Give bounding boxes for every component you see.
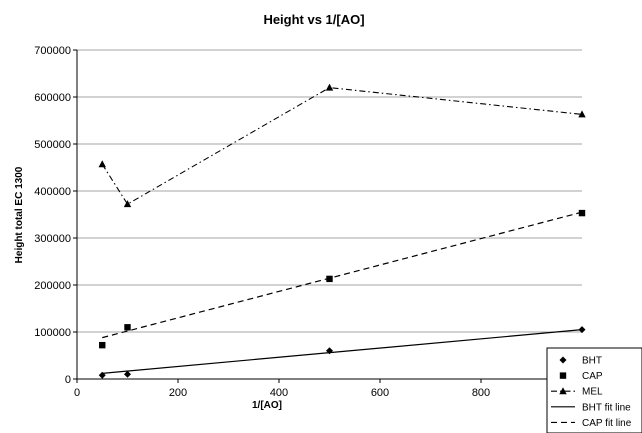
data-point-bht — [98, 371, 106, 379]
legend-label-mel: MEL — [582, 387, 603, 398]
data-point-cap — [578, 209, 586, 217]
legend-label-cap: CAP — [582, 371, 603, 382]
data-point-mel — [325, 83, 334, 91]
axes — [73, 49, 583, 383]
x-tick-label: 800 — [472, 387, 490, 399]
data-point-cap — [124, 324, 131, 331]
legend-marker-cap — [559, 372, 567, 379]
y-tick-label: 200000 — [34, 280, 71, 292]
legend: BHT CAP MEL BHT fit line CAP fit line — [546, 347, 642, 433]
data-point-mel — [578, 110, 586, 118]
chart-title: Height vs 1/[AO] — [263, 12, 364, 27]
y-tick-label: 500000 — [34, 139, 71, 151]
tick-labels: 0 100000 200000 300000 400000 500000 600000 700… — [34, 45, 594, 399]
data-point-cap — [326, 275, 333, 283]
data-point-mel — [123, 200, 132, 208]
data-point-bht — [124, 370, 131, 378]
data-point-cap — [99, 341, 106, 349]
series-line-mel — [101, 87, 583, 205]
legend-label-bht-fit-line: BHT fit line — [582, 402, 631, 413]
fit-line-cap — [102, 211, 583, 339]
x-tick-label: 400 — [270, 387, 288, 399]
y-tick-label: 400000 — [34, 186, 71, 198]
y-tick-label: 700000 — [34, 45, 71, 57]
x-tick-label: 600 — [371, 387, 389, 399]
data-point-bht — [578, 326, 586, 334]
y-tick-label: 600000 — [34, 92, 71, 104]
y-tick-label: 0 — [65, 374, 71, 386]
legend-label-cap-fit-line: CAP fit line — [582, 418, 632, 429]
x-tick-label: 200 — [169, 387, 187, 399]
fit-line-bht — [102, 329, 583, 374]
y-axis-title: Height total EC 1300 — [14, 166, 25, 263]
data-point-bht — [326, 347, 333, 355]
plot-area — [98, 83, 586, 379]
legend-label-bht: BHT — [582, 356, 602, 367]
legend-marker-mel — [559, 387, 567, 395]
data-point-mel — [98, 160, 106, 168]
y-tick-label: 300000 — [34, 233, 71, 245]
y-tick-label: 100000 — [34, 327, 71, 339]
legend-marker-bht — [559, 356, 567, 364]
x-tick-label: 0 — [74, 387, 80, 399]
grid — [77, 49, 582, 333]
x-axis-title: 1/[AO] — [252, 400, 282, 411]
